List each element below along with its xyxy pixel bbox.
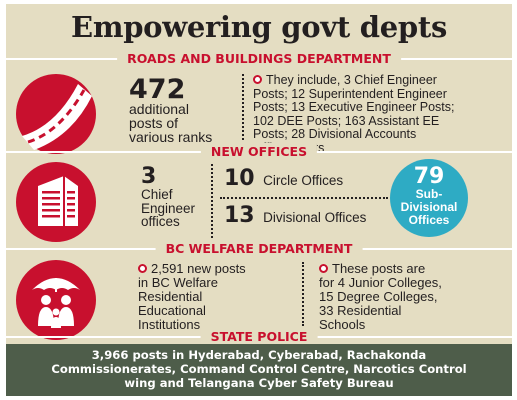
chief-caption-line: Chief — [141, 187, 173, 202]
roads-caption-line: additional — [129, 101, 189, 117]
police-text: 3,966 posts in Hyderabad, Cyberabad, Rac… — [6, 348, 512, 390]
chief-caption-line: Engineer — [141, 200, 196, 216]
roads-detail-line: They include, 3 Chief Engineer — [253, 73, 508, 88]
offices-section-header: NEW OFFICES — [6, 143, 512, 160]
infographic-title: Empowering govt depts — [71, 10, 447, 44]
offices-divider — [211, 164, 213, 238]
divisional-office-label: Divisional Offices — [263, 210, 367, 225]
bc-posts-text: 2,591 new posts in BC Welfare Residentia… — [138, 262, 246, 332]
bc-right-line: 33 Residential — [319, 303, 402, 318]
chief-caption-line: offices — [141, 214, 180, 229]
circle-office-count: 10 — [224, 166, 255, 191]
chief-office-count: 3 — [141, 164, 157, 189]
police-section-header: STATE POLICE — [6, 328, 512, 345]
subdiv-label-line: Divisional — [400, 200, 458, 214]
bc-left-line: Residential — [138, 289, 203, 304]
bc-right-line: 15 Degree Colleges, — [319, 289, 438, 304]
chief-office-caption: Chief Engineer offices — [141, 188, 195, 229]
police-header-label: STATE POLICE — [200, 328, 318, 345]
roads-caption-line: posts of — [129, 115, 179, 131]
office-building-icon — [16, 162, 96, 242]
circle-office-label: Circle Offices — [263, 173, 344, 188]
bc-right-line: Schools — [319, 317, 366, 332]
roads-detail-line: Posts; 28 Divisional Accounts — [253, 127, 417, 141]
bc-left-line: 2,591 new posts — [138, 262, 246, 276]
roads-section-header: ROADS AND BUILDINGS DEPARTMENT — [6, 50, 512, 67]
roads-count-caption: additional posts of various ranks — [129, 102, 212, 144]
offices-header-label: NEW OFFICES — [200, 143, 318, 160]
bc-section-header: BC WELFARE DEPARTMENT — [6, 240, 512, 257]
infographic: Empowering govt depts ROADS AND BUILDING… — [6, 4, 512, 396]
police-line: 3,966 posts in Hyderabad, Cyberabad, Rac… — [91, 348, 427, 362]
circle-offices-row: 10 Circle Offices — [224, 166, 343, 191]
roads-divider — [242, 74, 244, 140]
divisional-offices-row: 13 Divisional Offices — [224, 203, 366, 228]
roads-detail-line: 102 DEE Posts; 163 Assistant EE — [253, 113, 440, 128]
police-line: Commissionerates, Command Control Centre… — [51, 362, 467, 376]
bc-right-line: for 4 Junior Colleges, — [319, 275, 442, 290]
subdiv-count: 79 — [413, 164, 445, 189]
bc-left-line: Educational — [138, 303, 206, 318]
family-umbrella-icon — [16, 260, 96, 340]
bc-header-label: BC WELFARE DEPARTMENT — [155, 240, 363, 257]
roads-detail-line: Posts; 12 Superintendent Engineer — [253, 86, 447, 101]
subdiv-label-line: Offices — [408, 213, 450, 227]
roads-detail-line: Posts; 13 Executive Engineer Posts; — [253, 100, 455, 114]
bullet-icon — [138, 264, 147, 273]
offices-row-divider — [220, 197, 388, 199]
roads-post-count: 472 — [129, 74, 186, 105]
divisional-office-count: 13 — [224, 203, 255, 228]
road-icon — [16, 74, 96, 154]
police-panel — [6, 344, 512, 396]
roads-header-label: ROADS AND BUILDINGS DEPARTMENT — [117, 50, 401, 67]
bc-right-line: These posts are — [319, 262, 442, 276]
bc-colleges-text: These posts are for 4 Junior Colleges, 1… — [319, 262, 442, 332]
sub-divisional-badge: 79 Sub- Divisional Offices — [390, 159, 468, 237]
bc-left-line: in BC Welfare — [138, 275, 218, 290]
roads-caption-line: various ranks — [129, 129, 213, 145]
bc-left-line: Institutions — [138, 317, 201, 332]
bullet-icon — [319, 264, 328, 273]
police-line: wing and Telangana Cyber Safety Bureau — [124, 376, 394, 390]
bc-divider — [302, 262, 304, 326]
subdiv-label-line: Sub- — [415, 187, 443, 201]
bullet-icon — [253, 75, 262, 84]
